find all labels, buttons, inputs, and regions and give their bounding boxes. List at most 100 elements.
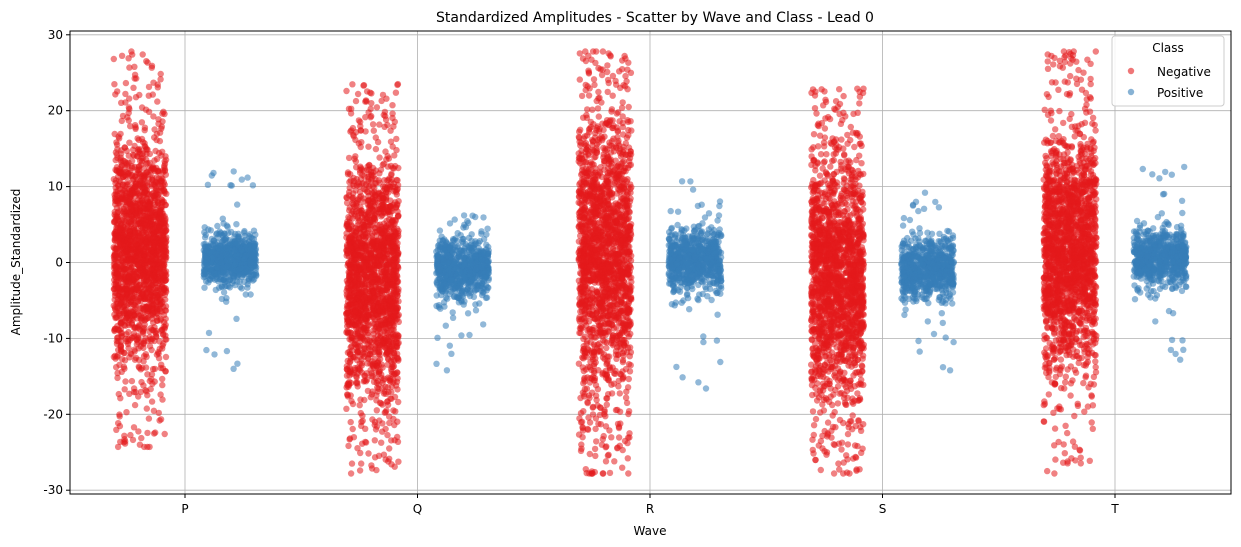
data-point <box>388 240 395 248</box>
data-point <box>113 314 121 321</box>
data-point <box>392 408 399 415</box>
data-point <box>363 245 370 252</box>
data-point <box>138 155 145 162</box>
data-point <box>347 470 355 477</box>
data-point <box>356 402 363 409</box>
data-point <box>123 409 130 416</box>
data-point <box>373 211 380 218</box>
data-point <box>368 271 375 278</box>
data-point <box>344 225 352 233</box>
data-point <box>114 443 122 451</box>
data-point <box>603 344 610 352</box>
data-point <box>369 358 376 365</box>
data-point <box>139 327 147 335</box>
data-point <box>391 463 398 470</box>
data-point <box>375 361 382 369</box>
data-point <box>609 92 616 99</box>
data-point <box>160 108 167 116</box>
data-point <box>387 348 394 355</box>
data-point <box>380 260 387 268</box>
data-point <box>113 307 120 315</box>
data-point <box>376 193 383 200</box>
data-point <box>151 365 159 373</box>
data-point <box>114 352 121 359</box>
data-point <box>148 214 155 222</box>
data-point <box>133 248 140 255</box>
data-point <box>378 439 385 446</box>
data-point <box>386 258 393 265</box>
data-point <box>141 124 149 131</box>
data-point <box>151 167 158 174</box>
data-point <box>162 368 169 375</box>
data-point <box>361 224 368 231</box>
data-point <box>369 230 376 237</box>
data-point <box>383 193 390 201</box>
data-point <box>362 128 369 135</box>
data-point <box>130 84 137 92</box>
data-point <box>373 397 380 404</box>
data-point <box>348 127 355 134</box>
data-point <box>345 253 353 260</box>
data-point <box>146 261 154 268</box>
data-point <box>351 155 358 162</box>
data-point <box>155 236 163 244</box>
data-point <box>153 291 160 299</box>
data-point <box>158 327 165 335</box>
strip-negative-r <box>575 48 635 477</box>
data-point <box>127 431 134 439</box>
data-point <box>371 454 379 461</box>
data-point <box>123 315 130 322</box>
data-point <box>375 368 383 375</box>
data-point <box>369 373 376 380</box>
data-point <box>387 138 395 145</box>
data-point <box>156 137 164 145</box>
data-point <box>393 257 400 264</box>
data-point <box>625 375 632 383</box>
data-point <box>599 48 607 55</box>
data-point <box>161 158 168 165</box>
data-point <box>356 467 364 474</box>
data-point <box>379 161 386 169</box>
data-point <box>128 48 135 55</box>
data-point <box>358 460 365 467</box>
data-point <box>370 288 377 295</box>
data-point <box>128 164 136 171</box>
data-point <box>354 90 362 98</box>
data-point <box>151 134 158 141</box>
data-point <box>135 190 142 197</box>
data-point <box>114 88 121 95</box>
data-point <box>122 290 129 297</box>
data-point <box>352 228 359 236</box>
data-point <box>126 64 133 71</box>
data-point <box>394 438 402 445</box>
data-point <box>150 319 157 326</box>
data-point <box>114 334 121 341</box>
data-point <box>394 212 402 220</box>
data-point <box>366 337 373 344</box>
data-point <box>143 405 150 412</box>
data-point <box>395 198 402 205</box>
data-point <box>145 176 152 183</box>
data-point <box>139 272 146 280</box>
data-point <box>390 415 397 423</box>
data-point <box>144 195 151 202</box>
data-point <box>389 102 396 109</box>
data-point <box>625 470 632 477</box>
data-point <box>141 256 149 263</box>
data-point <box>349 81 356 88</box>
data-point <box>153 155 161 163</box>
data-point <box>125 109 132 117</box>
data-point <box>349 334 356 341</box>
data-point <box>122 193 130 200</box>
data-point <box>158 184 165 191</box>
data-point <box>139 51 146 58</box>
data-point <box>142 170 149 177</box>
data-point <box>354 349 361 356</box>
data-point <box>367 295 374 302</box>
data-point <box>123 224 131 232</box>
data-point <box>150 407 158 414</box>
data-point <box>394 386 401 393</box>
data-point <box>126 172 133 180</box>
data-point <box>388 281 396 288</box>
data-point <box>161 269 168 276</box>
